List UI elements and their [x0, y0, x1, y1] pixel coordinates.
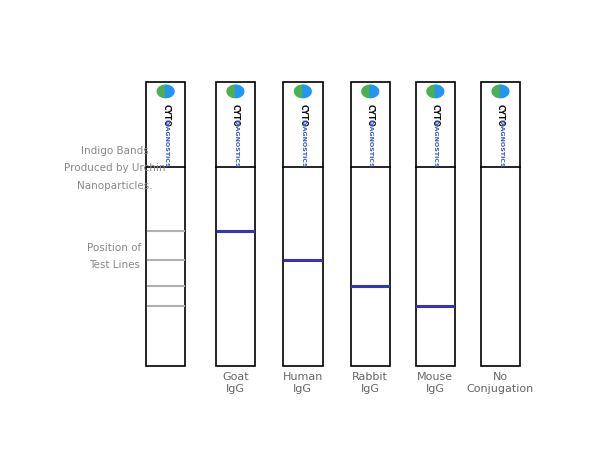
Circle shape [425, 84, 446, 99]
Bar [283, 82, 323, 366]
Text: Position of: Position of [88, 243, 142, 253]
Bar [481, 82, 520, 366]
Polygon shape [295, 85, 303, 98]
Text: Nanoparticles.: Nanoparticles. [77, 180, 152, 191]
Circle shape [225, 84, 245, 99]
Text: CYTO: CYTO [161, 104, 170, 127]
Text: DIAGNOSTICS: DIAGNOSTICS [498, 119, 503, 167]
Text: Rabbit
IgG: Rabbit IgG [352, 373, 388, 394]
Text: DIAGNOSTICS: DIAGNOSTICS [433, 119, 438, 167]
Circle shape [360, 84, 380, 99]
Bar [350, 82, 390, 366]
Circle shape [490, 84, 511, 99]
Polygon shape [370, 85, 379, 98]
Bar [146, 82, 185, 366]
Text: DIAGNOSTICS: DIAGNOSTICS [233, 119, 238, 167]
Text: CYTO: CYTO [496, 104, 505, 127]
Bar [215, 82, 255, 366]
Text: Goat
IgG: Goat IgG [222, 373, 249, 394]
Polygon shape [427, 85, 436, 98]
Bar [416, 82, 455, 366]
Text: Human
IgG: Human IgG [283, 373, 323, 394]
Text: Mouse
IgG: Mouse IgG [418, 373, 454, 394]
Circle shape [155, 84, 176, 99]
Text: Produced by Urchin: Produced by Urchin [64, 163, 165, 173]
Text: DIAGNOSTICS: DIAGNOSTICS [368, 119, 373, 167]
Text: Indigo Bands: Indigo Bands [80, 146, 148, 156]
Text: No
Conjugation: No Conjugation [467, 373, 534, 394]
Polygon shape [157, 85, 166, 98]
Circle shape [293, 84, 313, 99]
Polygon shape [362, 85, 370, 98]
Polygon shape [436, 85, 444, 98]
Text: CYTO: CYTO [431, 104, 440, 127]
Text: CYTO: CYTO [366, 104, 375, 127]
Polygon shape [500, 85, 509, 98]
Text: CYTO: CYTO [231, 104, 240, 127]
Polygon shape [166, 85, 174, 98]
Polygon shape [492, 85, 500, 98]
Polygon shape [235, 85, 244, 98]
Text: CYTO: CYTO [298, 104, 307, 127]
Text: DIAGNOSTICS: DIAGNOSTICS [163, 119, 168, 167]
Polygon shape [227, 85, 235, 98]
Text: Test Lines: Test Lines [89, 261, 140, 270]
Polygon shape [303, 85, 311, 98]
Text: DIAGNOSTICS: DIAGNOSTICS [301, 119, 305, 167]
